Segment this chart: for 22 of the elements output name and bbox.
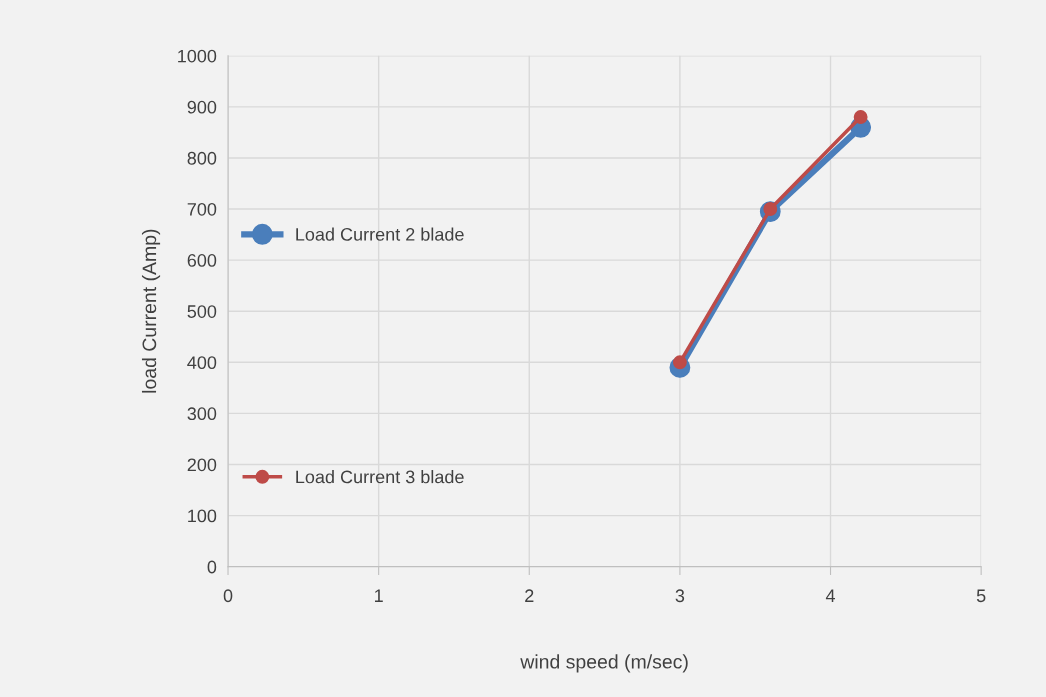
y-tick-label: 100 (188, 509, 217, 523)
y-tick-label: 1000 (178, 49, 217, 63)
y-axis-title: load Current (Amp) (141, 229, 161, 393)
y-tick-label: 800 (187, 151, 217, 165)
y-tick-label: 600 (187, 254, 217, 267)
x-tick-label: 5 (976, 589, 986, 603)
y-tick-label: 900 (187, 100, 217, 114)
legend-label: Load Current 3 blade (296, 470, 464, 484)
x-axis-title: wind speed (m/sec) (520, 654, 688, 673)
x-tick-label: 1 (375, 589, 383, 602)
y-tick-label: 400 (187, 356, 217, 370)
x-tick-label: 0 (223, 589, 233, 603)
y-tick-label: 300 (187, 407, 217, 421)
point (853, 110, 868, 125)
x-tick-label: 2 (525, 589, 534, 602)
y-tick-label: 0 (207, 560, 217, 574)
legend-label: Load Current 2 blade (296, 227, 464, 241)
y-tick-label: 200 (187, 458, 217, 472)
y-tick-label: 700 (187, 202, 217, 216)
y-tick-label: 500 (187, 305, 217, 318)
x-tick-label: 3 (675, 589, 685, 603)
x-tick-label: 4 (825, 589, 836, 602)
